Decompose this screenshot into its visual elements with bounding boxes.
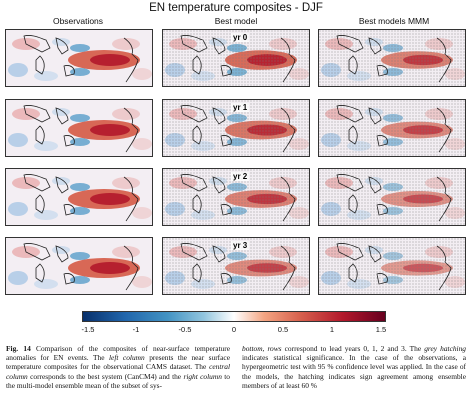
- column-header-observations: Observations: [52, 16, 104, 26]
- anomaly-map: [6, 238, 152, 294]
- map-panel-observations: [5, 168, 153, 226]
- map-panel-observations: [5, 99, 153, 157]
- anomaly-map: [6, 100, 152, 156]
- anomaly-map: [6, 30, 152, 86]
- map-panel-observations: [5, 237, 153, 295]
- anomaly-map: [163, 169, 309, 225]
- colorbar-tick: 1.5: [375, 325, 387, 334]
- colorbar: [82, 311, 386, 322]
- map-panel-best-models-mmm: [318, 168, 466, 226]
- colorbar-tick: -1.5: [81, 325, 95, 334]
- anomaly-map: [319, 100, 465, 156]
- colorbar-tick: -1: [132, 325, 140, 334]
- map-panel-best-models-mmm: [318, 99, 466, 157]
- figure-label: Fig. 14: [6, 344, 31, 353]
- lead-year-label: yr 2: [231, 172, 250, 181]
- column-header-best-models-mmm: Best models MMM: [358, 16, 430, 26]
- map-panel-best-model: yr 2: [162, 168, 310, 226]
- anomaly-map: [6, 169, 152, 225]
- map-panel-best-model: yr 0: [162, 29, 310, 87]
- column-header-best-model: Best model: [214, 16, 258, 26]
- caption-left-column: Fig. 14 Comparison of the composites of …: [6, 344, 230, 390]
- colorbar-tick: -0.5: [178, 325, 192, 334]
- anomaly-map: [319, 238, 465, 294]
- lead-year-label: yr 3: [231, 241, 250, 250]
- caption-right-column: bottom, rows correspond to lead years 0,…: [242, 344, 466, 390]
- anomaly-map: [319, 30, 465, 86]
- colorbar-tick: 0.5: [277, 325, 289, 334]
- figure-title: EN temperature composites - DJF: [149, 2, 323, 14]
- lead-year-label: yr 0: [231, 33, 250, 42]
- colorbar-tick: 1: [329, 325, 335, 334]
- colorbar-tick: 0: [231, 325, 237, 334]
- lead-year-label: yr 1: [231, 103, 250, 112]
- map-panel-best-models-mmm: [318, 237, 466, 295]
- map-panel-best-model: yr 1: [162, 99, 310, 157]
- anomaly-map: [163, 30, 309, 86]
- map-panel-observations: [5, 29, 153, 87]
- map-panel-best-models-mmm: [318, 29, 466, 87]
- map-panel-best-model: yr 3: [162, 237, 310, 295]
- anomaly-map: [319, 169, 465, 225]
